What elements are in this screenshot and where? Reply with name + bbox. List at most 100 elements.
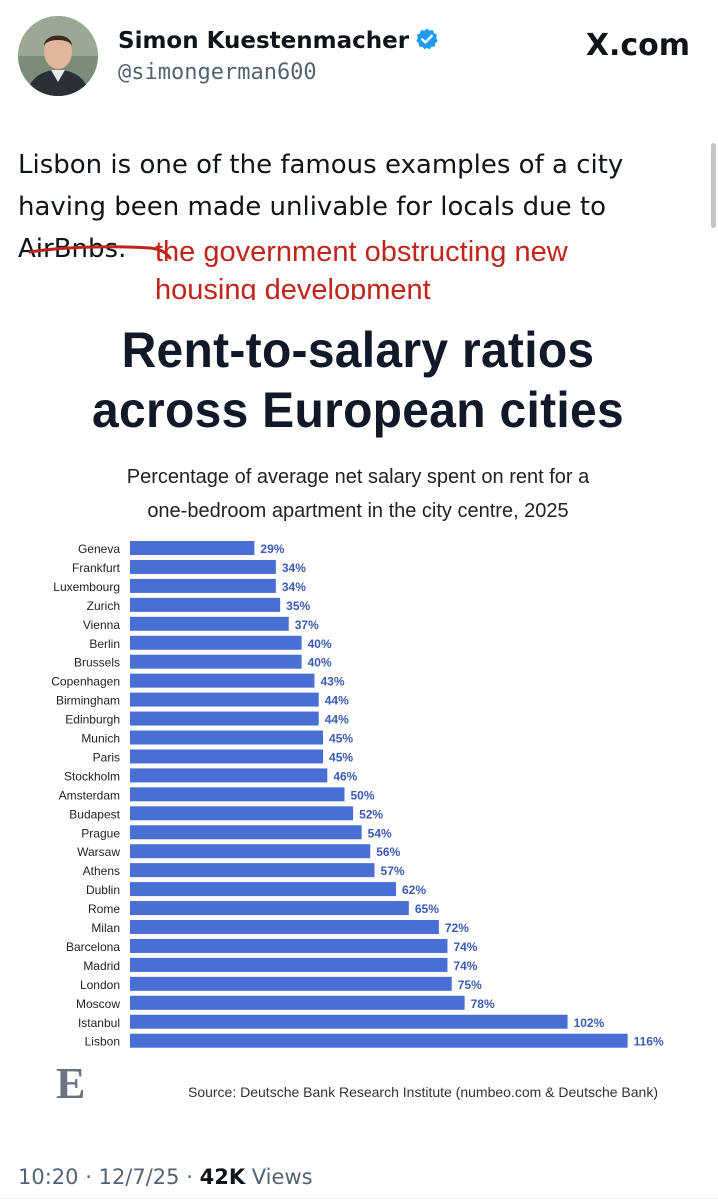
tweet-image[interactable]: Rent-to-salary ratios across European ci… bbox=[18, 300, 698, 1130]
category-label: Moscow bbox=[76, 997, 120, 1011]
data-label: 50% bbox=[351, 788, 375, 802]
category-label: Birmingham bbox=[56, 694, 120, 708]
bar-dublin bbox=[130, 882, 396, 897]
bar-warsaw bbox=[130, 844, 371, 859]
category-label: Dublin bbox=[86, 883, 120, 897]
data-label: 44% bbox=[325, 694, 349, 708]
meta-separator: · bbox=[85, 1165, 99, 1189]
category-label: Brussels bbox=[74, 656, 120, 670]
tweet-body: Lisbon is one of the famous examples of … bbox=[18, 144, 698, 270]
data-label: 57% bbox=[381, 864, 405, 878]
category-label: Frankfurt bbox=[72, 561, 121, 575]
bar-berlin bbox=[130, 635, 302, 650]
data-label: 52% bbox=[359, 807, 383, 821]
bar-edinburgh bbox=[130, 711, 319, 726]
chart-subtitle-line-1: Percentage of average net salary spent o… bbox=[126, 466, 590, 488]
category-label: Edinburgh bbox=[65, 713, 120, 727]
bar-barcelona bbox=[130, 938, 448, 953]
data-label: 65% bbox=[415, 902, 439, 916]
tweet-date[interactable]: 12/7/25 bbox=[98, 1165, 180, 1189]
scrollbar-thumb[interactable] bbox=[711, 143, 716, 228]
category-label: Barcelona bbox=[66, 940, 120, 954]
bar-madrid bbox=[130, 957, 448, 972]
category-label: Geneva bbox=[78, 542, 120, 556]
tweet-line-1: Lisbon is one of the famous examples of … bbox=[18, 150, 624, 180]
author-name[interactable]: Simon Kuestenmacher bbox=[118, 27, 439, 54]
category-label: Istanbul bbox=[78, 1016, 120, 1030]
author-name-text: Simon Kuestenmacher bbox=[118, 28, 410, 54]
data-label: 43% bbox=[320, 675, 344, 689]
category-label: Copenhagen bbox=[51, 675, 120, 689]
tweet-time[interactable]: 10:20 bbox=[18, 1165, 79, 1189]
data-label: 78% bbox=[471, 997, 495, 1011]
views-count: 42K bbox=[199, 1165, 246, 1189]
category-label: Luxembourg bbox=[53, 580, 120, 594]
x-com-logo[interactable]: X.com bbox=[585, 28, 690, 63]
category-label: Milan bbox=[91, 921, 120, 935]
strikethrough-mark-icon bbox=[28, 245, 172, 260]
bar-athens bbox=[130, 863, 375, 878]
views-label: Views bbox=[251, 1165, 313, 1189]
category-label: London bbox=[80, 978, 120, 992]
category-label: Lisbon bbox=[85, 1035, 120, 1049]
tweet-meta: 10:20 · 12/7/25 · 42K Views bbox=[18, 1165, 313, 1189]
chart-source: Source: Deutsche Bank Research Institute… bbox=[187, 1084, 658, 1100]
bar-birmingham bbox=[130, 692, 319, 707]
data-label: 40% bbox=[308, 637, 332, 651]
category-label: Athens bbox=[83, 864, 120, 878]
data-label: 62% bbox=[402, 883, 426, 897]
author-handle[interactable]: @simongerman600 bbox=[118, 60, 317, 85]
data-label: 45% bbox=[329, 732, 353, 746]
bar-stockholm bbox=[130, 768, 328, 783]
category-label: Paris bbox=[93, 750, 120, 764]
bar-milan bbox=[130, 920, 439, 934]
category-label: Vienna bbox=[83, 618, 120, 632]
bar-paris bbox=[130, 749, 324, 764]
category-label: Stockholm bbox=[64, 769, 120, 783]
data-label: 116% bbox=[634, 1035, 664, 1049]
bar-prague bbox=[130, 825, 362, 840]
category-label: Zurich bbox=[87, 599, 120, 613]
data-label: 56% bbox=[376, 845, 400, 859]
bar-luxembourg bbox=[130, 578, 276, 593]
data-label: 75% bbox=[458, 978, 482, 992]
handwritten-annotation: the government obstructing new housing d… bbox=[155, 233, 568, 309]
data-label: 44% bbox=[325, 713, 349, 727]
data-label: 37% bbox=[295, 618, 319, 632]
avatar[interactable] bbox=[18, 16, 98, 96]
category-label: Warsaw bbox=[77, 845, 120, 859]
bar-istanbul bbox=[130, 1014, 568, 1029]
bar-budapest bbox=[130, 806, 354, 821]
bar-rome bbox=[130, 901, 409, 916]
bar-amsterdam bbox=[130, 787, 345, 802]
chart-subtitle: Percentage of average net salary spent o… bbox=[18, 460, 698, 528]
category-label: Amsterdam bbox=[59, 788, 120, 802]
chart-title: Rent-to-salary ratios across European ci… bbox=[32, 320, 685, 440]
bar-moscow bbox=[130, 995, 465, 1010]
bar-frankfurt bbox=[130, 559, 276, 574]
category-label: Budapest bbox=[69, 807, 120, 821]
tweet-line-3: AirBnbs. bbox=[18, 228, 698, 270]
data-label: 34% bbox=[282, 580, 306, 594]
publisher-logo: E bbox=[56, 1059, 86, 1108]
chart-subtitle-line-2: one-bedroom apartment in the city centre… bbox=[147, 500, 569, 522]
data-label: 45% bbox=[329, 750, 353, 764]
meta-separator: · bbox=[186, 1165, 200, 1189]
data-label: 35% bbox=[286, 599, 310, 613]
verified-badge-icon bbox=[416, 28, 438, 50]
bar-lisbon bbox=[130, 1033, 628, 1048]
data-label: 74% bbox=[453, 959, 477, 973]
bar-munich bbox=[130, 730, 324, 745]
chart-title-line-2: across European cities bbox=[92, 382, 624, 438]
footer-divider bbox=[0, 1198, 718, 1199]
data-label: 54% bbox=[368, 826, 392, 840]
data-label: 102% bbox=[574, 1016, 605, 1030]
category-label: Rome bbox=[88, 902, 120, 916]
tweet-line-2: having been made unlivable for locals du… bbox=[18, 192, 606, 222]
bar-chart: Geneva 29% Frankfurt 34% Luxembourg 34% Zurich… bbox=[51, 541, 664, 1049]
bar-zurich bbox=[130, 597, 281, 612]
bar-copenhagen bbox=[130, 673, 315, 688]
data-label: 74% bbox=[453, 940, 477, 954]
chart-title-line-1: Rent-to-salary ratios bbox=[121, 322, 595, 378]
bar-london bbox=[130, 976, 452, 991]
